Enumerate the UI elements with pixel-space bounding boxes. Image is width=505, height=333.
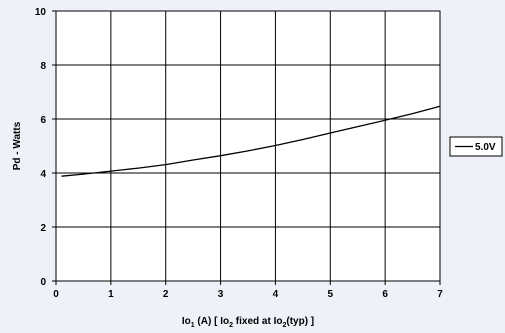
gridlines	[52, 10, 441, 285]
x-axis-title: Io1 (A) [ Io2 fixed at Io2(typ) ]	[182, 316, 314, 329]
y-tick-label: 0	[40, 277, 46, 288]
series-line-5v	[61, 105, 441, 177]
legend-box	[449, 136, 503, 157]
x-axis-title-part: (A) [ Io	[195, 316, 229, 327]
plot-area	[56, 11, 440, 281]
legend-label: 5.0V	[475, 142, 496, 153]
x-tick-label: 1	[108, 289, 114, 300]
x-tick-label: 2	[163, 289, 169, 300]
plot-border	[55, 10, 441, 282]
legend: 5.0V	[449, 136, 503, 157]
x-tick-label: 7	[437, 289, 443, 300]
x-axis-title-part: fixed at Io	[233, 316, 282, 327]
y-axis-title: Pd - Watts	[12, 121, 23, 170]
y-tick-label: 2	[40, 223, 46, 234]
x-axis-title-sub: 2	[229, 322, 233, 329]
x-tick-label: 4	[273, 289, 279, 300]
y-tick-label: 8	[40, 61, 46, 72]
x-tick-label: 6	[382, 289, 388, 300]
x-axis-title-part: (typ) ]	[286, 316, 314, 327]
x-axis-title-sub: 2	[282, 322, 286, 329]
tick-labels: 0 2 4 6 8 10 0 1 2 3 4 5 6 7	[35, 7, 443, 300]
y-tick-label: 10	[35, 7, 47, 18]
y-tick-label: 6	[40, 115, 46, 126]
x-tick-label: 0	[53, 289, 59, 300]
x-tick-label: 3	[218, 289, 224, 300]
x-axis-title-sub: 1	[191, 322, 195, 329]
y-tick-label: 4	[40, 169, 46, 180]
x-axis-title-part: Io	[182, 316, 191, 327]
series-group	[61, 105, 441, 177]
x-tick-label: 5	[328, 289, 334, 300]
